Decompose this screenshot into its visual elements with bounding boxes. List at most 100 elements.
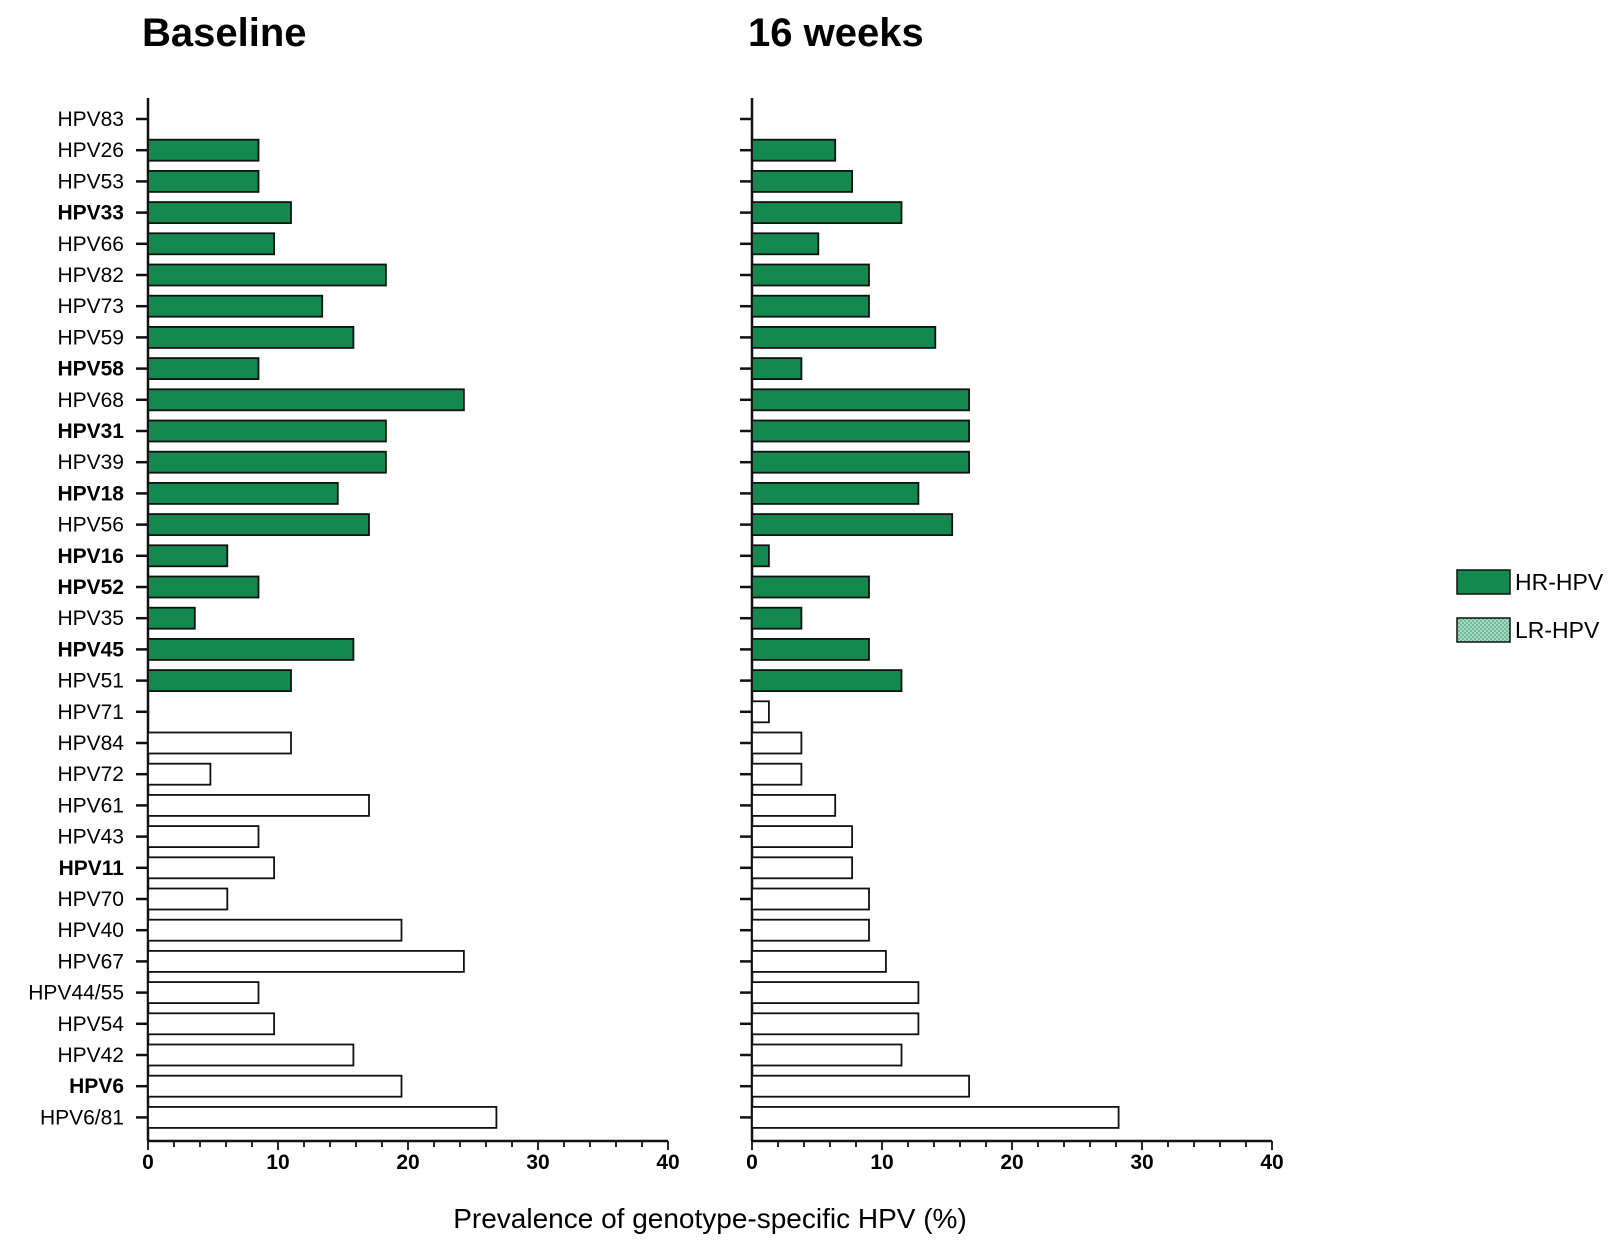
16-weeks-bar-hpv82 <box>751 263 870 287</box>
baseline-bar-hpv67 <box>147 950 465 973</box>
16-weeks-x-tick-label: 40 <box>1260 1151 1283 1174</box>
category-label: HPV54 <box>57 1013 124 1036</box>
16-weeks-bar-hpv59 <box>751 325 937 349</box>
16-weeks-x-tick-label: 30 <box>1130 1151 1153 1174</box>
baseline-bar-hpv35 <box>147 606 196 630</box>
baseline-bar-hpv40 <box>147 918 403 942</box>
16-weeks-panel: 0 10 20 30 40 <box>740 98 1284 1174</box>
category-label: HPV6/81 <box>40 1106 124 1129</box>
16-weeks-bar-hpv51 <box>751 669 903 692</box>
panel-title-16-weeks: 16 weeks <box>748 11 924 55</box>
16-weeks-bar-hpv33 <box>751 201 903 225</box>
category-label: HPV52 <box>57 576 124 599</box>
baseline-bar-hpv56 <box>147 513 370 536</box>
baseline-x-tick-label: 0 <box>142 1151 154 1174</box>
16-weeks-bar-hpv39 <box>751 450 971 474</box>
baseline-bar-hpv18 <box>147 481 339 505</box>
category-label: HPV53 <box>57 170 124 193</box>
category-label: HPV66 <box>57 233 124 256</box>
category-label: HPV59 <box>57 326 124 349</box>
16-weeks-bar-hpv54 <box>751 1012 920 1036</box>
category-label: HPV70 <box>57 888 124 911</box>
panel-title-baseline: Baseline <box>142 11 307 55</box>
16-weeks-bar-hpv61 <box>751 794 837 817</box>
16-weeks-bar-hpv6 <box>751 1074 971 1098</box>
16-weeks-bar-hpv73 <box>751 294 870 318</box>
baseline-bar-hpv11 <box>147 856 275 880</box>
16-weeks-bar-hpv70 <box>751 887 870 911</box>
baseline-bar-hpv31 <box>147 419 387 443</box>
baseline-bar-hpv6 <box>147 1074 403 1098</box>
category-label: HPV82 <box>57 264 124 287</box>
category-label: HPV68 <box>57 389 124 412</box>
legend-label-hr: HR-HPV <box>1515 569 1604 595</box>
baseline-bar-hpv72 <box>147 762 212 786</box>
16-weeks-bar-hpv68 <box>751 388 971 412</box>
baseline-bar-hpv52 <box>147 575 260 599</box>
category-label: HPV39 <box>57 451 124 474</box>
category-label: HPV58 <box>57 358 124 381</box>
baseline-bar-hpv33 <box>147 201 292 225</box>
category-label: HPV33 <box>57 202 124 225</box>
baseline-bar-hpv16 <box>147 544 229 568</box>
category-label: HPV40 <box>57 919 124 942</box>
16-weeks-bar-hpv53 <box>751 169 853 193</box>
baseline-bar-hpv26 <box>147 138 260 162</box>
baseline-bar-hpv44-55 <box>147 981 260 1004</box>
baseline-bar-hpv53 <box>147 169 260 193</box>
category-label: HPV18 <box>57 482 124 505</box>
16-weeks-bar-hpv56 <box>751 513 954 536</box>
16-weeks-bar-hpv31 <box>751 419 971 443</box>
category-label: HPV61 <box>57 794 124 817</box>
legend-swatch-lr <box>1456 617 1511 643</box>
category-label: HPV35 <box>57 607 124 630</box>
category-label: HPV11 <box>59 857 125 880</box>
category-label: HPV51 <box>57 670 124 693</box>
baseline-x-tick-label: 40 <box>656 1151 679 1174</box>
16-weeks-bar-hpv11 <box>751 856 853 880</box>
baseline-panel: 0 10 20 30 40 HPV83 HPV26 HPV53 HPV33 HPV66 HPV82 H… <box>28 98 680 1174</box>
baseline-bar-hpv45 <box>147 638 355 661</box>
baseline-x-tick-label: 20 <box>396 1151 419 1174</box>
baseline-x-tick-label: 30 <box>526 1151 549 1174</box>
category-label: HPV71 <box>57 701 124 724</box>
category-label: HPV84 <box>57 732 124 755</box>
category-label: HPV42 <box>57 1044 124 1067</box>
baseline-bar-hpv66 <box>147 232 275 256</box>
baseline-bar-hpv58 <box>147 357 260 381</box>
16-weeks-bar-hpv72 <box>751 762 803 786</box>
16-weeks-bar-hpv35 <box>751 606 803 630</box>
category-label: HPV43 <box>57 826 124 849</box>
16-weeks-bar-hpv45 <box>751 638 870 661</box>
category-label: HPV16 <box>57 545 124 568</box>
baseline-bar-hpv61 <box>147 794 370 817</box>
legend-swatch-hr <box>1456 569 1511 595</box>
16-weeks-x-tick-label: 20 <box>1000 1151 1023 1174</box>
16-weeks-bar-hpv43 <box>751 825 853 848</box>
category-label: HPV26 <box>57 139 124 162</box>
category-label: HPV73 <box>57 295 124 318</box>
baseline-bar-hpv42 <box>147 1043 355 1067</box>
legend-label-lr: LR-HPV <box>1515 617 1600 643</box>
baseline-bar-hpv6-81 <box>147 1106 498 1129</box>
16-weeks-bar-hpv52 <box>751 575 870 599</box>
16-weeks-bar-hpv26 <box>751 138 837 162</box>
category-label: HPV44/55 <box>28 982 124 1005</box>
baseline-bar-hpv70 <box>147 887 229 911</box>
16-weeks-x-tick-label: 10 <box>870 1151 893 1174</box>
x-axis-label: Prevalence of genotype-specific HPV (%) <box>453 1203 967 1234</box>
baseline-bar-hpv43 <box>147 825 260 848</box>
baseline-bar-hpv84 <box>147 731 292 755</box>
16-weeks-bar-hpv42 <box>751 1043 903 1067</box>
16-weeks-bar-hpv18 <box>751 481 920 505</box>
category-label: HPV6 <box>69 1075 124 1098</box>
baseline-bar-hpv68 <box>147 388 465 412</box>
16-weeks-bar-hpv40 <box>751 918 870 942</box>
legend: HR-HPV LR-HPV <box>1456 569 1604 643</box>
16-weeks-bar-hpv6-81 <box>751 1106 1120 1129</box>
category-label: HPV72 <box>57 763 124 786</box>
baseline-x-tick-label: 10 <box>266 1151 289 1174</box>
16-weeks-bar-hpv44-55 <box>751 981 920 1004</box>
16-weeks-x-tick-label: 0 <box>746 1151 758 1174</box>
